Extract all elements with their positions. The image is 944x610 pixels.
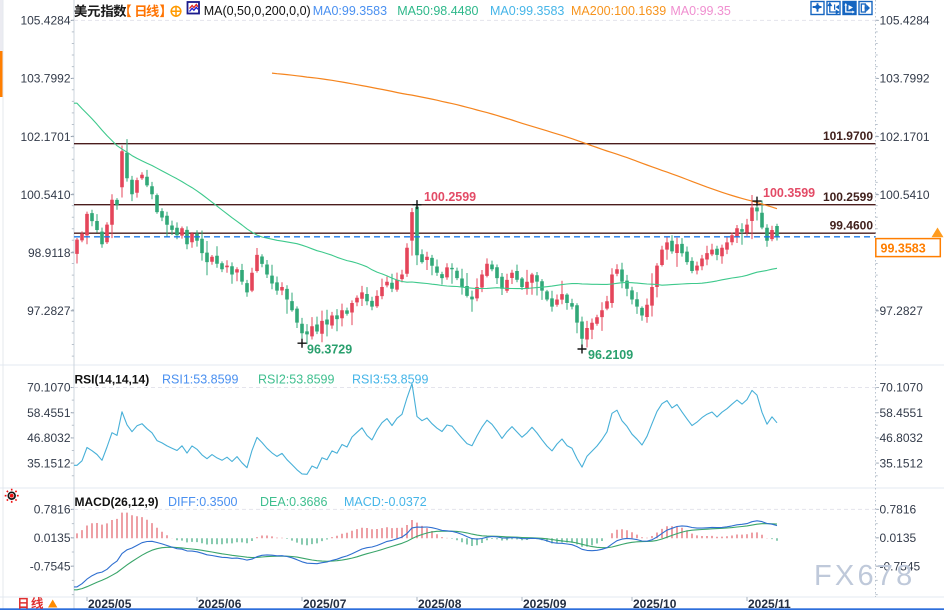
svg-text:100.5410: 100.5410	[880, 188, 930, 202]
svg-text:105.4284: 105.4284	[880, 14, 930, 28]
svg-text:MA0:99.3583: MA0:99.3583	[490, 4, 564, 18]
svg-text:98.9118: 98.9118	[28, 246, 71, 260]
svg-text:70.1070: 70.1070	[27, 381, 71, 395]
svg-text:100.2599: 100.2599	[424, 190, 476, 204]
svg-text:46.8032: 46.8032	[27, 431, 71, 445]
svg-text:-0.7545: -0.7545	[30, 559, 71, 573]
svg-text:2025/06: 2025/06	[198, 597, 242, 610]
svg-text:2025/05: 2025/05	[88, 597, 132, 610]
svg-text:58.4551: 58.4551	[880, 406, 924, 420]
svg-text:RSI(14,14,14): RSI(14,14,14)	[75, 373, 150, 387]
svg-text:MA0:99.35: MA0:99.35	[670, 4, 731, 18]
svg-text:DEA:0.3686: DEA:0.3686	[260, 495, 327, 509]
svg-text:0.0135: 0.0135	[880, 531, 917, 545]
svg-text:RSI3:53.8599: RSI3:53.8599	[352, 373, 428, 387]
svg-text:FX678: FX678	[814, 560, 915, 592]
svg-text:35.1512: 35.1512	[880, 456, 924, 470]
svg-text:0.7816: 0.7816	[880, 503, 917, 517]
svg-text:2025/09: 2025/09	[523, 597, 567, 610]
svg-text:35.1512: 35.1512	[27, 456, 71, 470]
svg-text:100.2599: 100.2599	[823, 190, 873, 204]
svg-text:96.3729: 96.3729	[307, 343, 352, 357]
svg-text:0.7816: 0.7816	[34, 503, 71, 517]
svg-text:105.4284: 105.4284	[20, 14, 70, 28]
svg-text:101.9700: 101.9700	[823, 129, 873, 143]
svg-text:97.2827: 97.2827	[880, 304, 924, 318]
svg-text:99.3583: 99.3583	[881, 241, 926, 255]
svg-text:0.0135: 0.0135	[34, 531, 71, 545]
svg-text:70.1070: 70.1070	[880, 381, 924, 395]
svg-text:102.1701: 102.1701	[880, 130, 930, 144]
svg-text:2025/11: 2025/11	[748, 597, 791, 610]
svg-text:100.5410: 100.5410	[20, 188, 70, 202]
svg-text:MA50:98.4480: MA50:98.4480	[397, 4, 478, 18]
svg-text:102.1701: 102.1701	[20, 130, 70, 144]
svg-text:RSI1:53.8599: RSI1:53.8599	[162, 373, 238, 387]
svg-text:100.3599: 100.3599	[763, 186, 815, 200]
svg-text:MA200:100.1639: MA200:100.1639	[571, 4, 666, 18]
svg-text:RSI2:53.8599: RSI2:53.8599	[258, 373, 334, 387]
svg-text:DIFF:0.3500: DIFF:0.3500	[168, 495, 238, 509]
svg-text:46.8032: 46.8032	[880, 431, 924, 445]
svg-text:MA0:99.3583: MA0:99.3583	[313, 4, 387, 18]
svg-text:2025/08: 2025/08	[418, 597, 462, 610]
svg-text:MACD(26,12,9): MACD(26,12,9)	[75, 495, 159, 509]
svg-text:58.4551: 58.4551	[27, 406, 71, 420]
svg-text:97.2827: 97.2827	[27, 304, 71, 318]
svg-text:96.2109: 96.2109	[588, 348, 633, 362]
svg-text:MACD:-0.0372: MACD:-0.0372	[344, 495, 427, 509]
svg-text:103.7992: 103.7992	[880, 72, 930, 86]
svg-text:2025/07: 2025/07	[303, 597, 347, 610]
svg-text:99.4600: 99.4600	[830, 218, 874, 232]
svg-text:103.7992: 103.7992	[20, 72, 70, 86]
svg-text:-0.7545: -0.7545	[880, 559, 921, 573]
svg-text:MA(0,50,0,200,0,0): MA(0,50,0,200,0,0)	[204, 4, 311, 18]
svg-text:2025/10: 2025/10	[633, 597, 677, 610]
